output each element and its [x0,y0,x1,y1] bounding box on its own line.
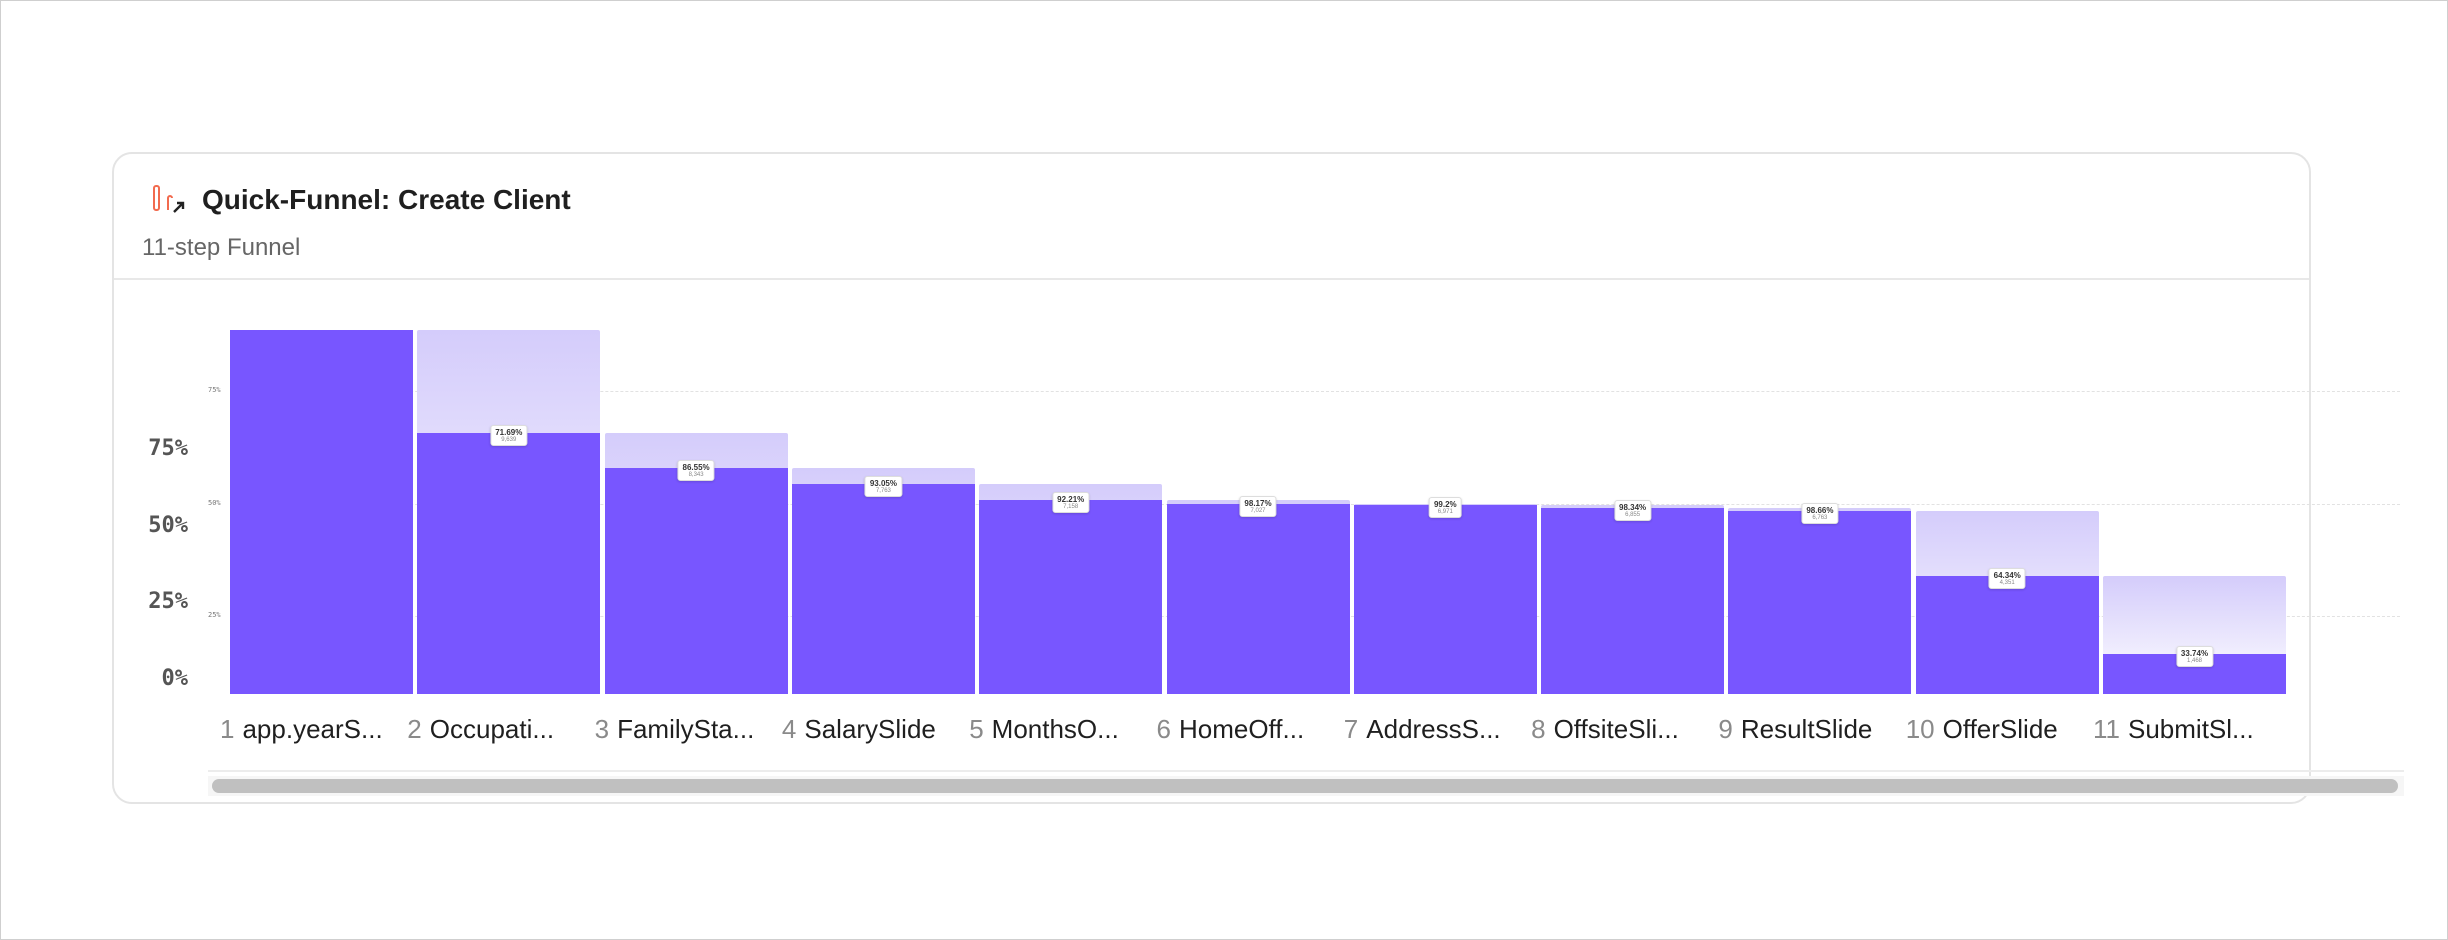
step-count: 1,468 [2186,658,2203,665]
funnel-bar[interactable] [1166,503,1350,694]
step-number: 6 [1156,714,1171,744]
conversion-rate: 33.74% [2180,649,2209,659]
grid-label: 75% [208,386,221,394]
step-name: OffsiteSli... [1553,714,1679,744]
y-axis-label: 0% [161,666,189,691]
step-count: 4,351 [1999,580,2015,587]
step-name: OfferSlide [1942,714,2058,744]
step-label[interactable]: 11 SubmitSl... [2093,714,2254,745]
step-label[interactable]: 9 ResultSlide [1718,714,1872,745]
card-subtitle: 11-step Funnel [142,234,301,261]
funnel-bar[interactable] [604,468,788,694]
funnel-bar[interactable] [791,483,975,694]
step-label[interactable]: 4 SalarySlide [782,714,936,745]
step-name: ResultSlide [1740,714,1873,744]
conversion-rate: 98.17% [1244,498,1272,508]
y-axis-label: 25% [148,589,188,614]
scrollbar-divider [208,770,2404,772]
step-label[interactable]: 1 app.yearS... [220,714,383,745]
funnel-bar[interactable] [1353,505,1537,694]
step-number: 11 [2093,714,2120,744]
y-axis-label: 75% [148,436,188,461]
step-name: app.yearS... [242,714,383,744]
conversion-rate: 86.55% [682,463,710,473]
step-number: 2 [407,714,422,744]
step-count: 9,639 [501,437,517,444]
step-count: 7,158 [1063,504,1079,511]
grid-label: 25% [208,611,221,619]
step-label[interactable]: 8 OffsiteSli... [1531,714,1679,745]
conversion-rate: 99.2% [1433,500,1457,510]
conversion-tooltip: 86.55% 8,343 [677,460,715,482]
step-number: 5 [969,714,984,744]
y-axis-label: 50% [148,513,188,538]
gridline [230,391,2400,392]
step-count: 6,971 [1437,509,1453,516]
funnel-card: Quick-Funnel: Create Client 11-step Funn… [112,152,2404,804]
conversion-tooltip: 71.69% 9,639 [490,425,528,447]
step-name: HomeOff... [1178,714,1305,744]
step-number: 1 [220,714,235,744]
conversion-rate: 92.21% [1057,495,1085,505]
conversion-tooltip: 99.2% 6,971 [1428,497,1462,519]
header-divider [114,278,2309,280]
step-count: 7,027 [1250,507,1266,514]
funnel-bar[interactable] [230,330,413,694]
step-name: AddressS... [1366,714,1501,744]
step-name: MonthsO... [991,714,1119,744]
conversion-tooltip: 98.66% 6,763 [1801,502,1839,524]
step-count: 6,763 [1812,514,1828,521]
conversion-rate: 93.05% [869,478,897,488]
step-name: Occupati... [429,714,555,744]
conversion-tooltip: 92.21% 7,158 [1052,492,1090,514]
conversion-rate: 64.34% [1993,571,2021,581]
step-name: FamilySta... [617,714,755,744]
step-number: 3 [594,714,610,744]
conversion-rate: 98.66% [1806,505,1834,515]
step-label[interactable]: 6 HomeOff... [1157,714,1305,745]
step-number: 7 [1343,714,1359,744]
step-name: SalarySlide [804,714,936,744]
funnel-bar[interactable] [1728,510,1912,694]
grid-label: 50% [208,499,221,507]
scrollbar-thumb[interactable] [212,779,2398,793]
step-name: SubmitSl... [2128,714,2254,744]
conversion-rate: 98.34% [1619,503,1647,513]
step-label[interactable]: 2 Occupati... [407,714,554,745]
step-number: 9 [1718,714,1733,744]
step-count: 8,343 [688,472,704,479]
funnel-bar[interactable] [1541,508,1725,694]
conversion-rate: 71.69% [495,428,523,438]
step-count: 6,855 [1625,512,1641,519]
step-label[interactable]: 3 FamilySta... [595,714,755,745]
funnel-bar[interactable] [979,500,1163,694]
conversion-tooltip: 98.34% 6,855 [1614,500,1652,522]
step-label[interactable]: 7 AddressS... [1344,714,1501,745]
step-number: 10 [1905,714,1935,744]
card-title[interactable]: Quick-Funnel: Create Client [202,184,571,215]
step-label[interactable]: 5 MonthsO... [969,714,1119,745]
step-count: 7,763 [875,487,891,494]
conversion-tooltip: 98.17% 7,027 [1239,495,1277,517]
funnel-bar[interactable] [1915,576,2099,694]
conversion-tooltip: 93.05% 7,763 [864,475,902,497]
funnel-chart-icon [153,185,185,213]
step-label[interactable]: 10 OfferSlide [1906,714,2058,745]
step-number: 8 [1531,714,1546,744]
conversion-tooltip: 64.34% 4,351 [1988,568,2026,590]
step-number: 4 [781,714,797,744]
funnel-bar[interactable] [417,433,601,694]
conversion-tooltip: 33.74% 1,468 [2175,646,2214,668]
